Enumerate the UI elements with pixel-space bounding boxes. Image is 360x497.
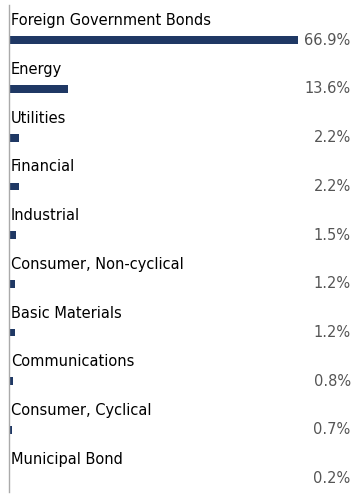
Bar	[9, 36, 298, 44]
Text: 66.9%: 66.9%	[305, 33, 351, 48]
Bar	[9, 280, 14, 288]
Text: 2.2%: 2.2%	[314, 130, 351, 145]
Text: 1.2%: 1.2%	[314, 325, 351, 340]
Text: Municipal Bond: Municipal Bond	[11, 452, 122, 467]
Text: 0.7%: 0.7%	[314, 422, 351, 437]
Text: 1.5%: 1.5%	[314, 228, 351, 243]
Text: 0.8%: 0.8%	[314, 374, 351, 389]
Text: 2.2%: 2.2%	[314, 179, 351, 194]
Text: 13.6%: 13.6%	[305, 82, 351, 96]
Bar	[9, 329, 14, 336]
Bar	[9, 475, 10, 483]
Text: Communications: Communications	[11, 354, 134, 369]
Text: Energy: Energy	[11, 62, 62, 77]
Bar	[9, 134, 19, 142]
Text: 0.2%: 0.2%	[314, 471, 351, 486]
Text: Industrial: Industrial	[11, 208, 80, 223]
Text: Financial: Financial	[11, 160, 75, 174]
Bar	[9, 182, 19, 190]
Bar	[9, 85, 68, 93]
Bar	[9, 377, 13, 385]
Bar	[9, 231, 16, 239]
Text: Consumer, Non-cyclical: Consumer, Non-cyclical	[11, 257, 183, 272]
Text: Basic Materials: Basic Materials	[11, 306, 121, 321]
Text: Consumer, Cyclical: Consumer, Cyclical	[11, 403, 151, 418]
Text: Utilities: Utilities	[11, 111, 66, 126]
Text: Foreign Government Bonds: Foreign Government Bonds	[11, 13, 211, 28]
Text: 1.2%: 1.2%	[314, 276, 351, 291]
Bar	[9, 426, 12, 434]
